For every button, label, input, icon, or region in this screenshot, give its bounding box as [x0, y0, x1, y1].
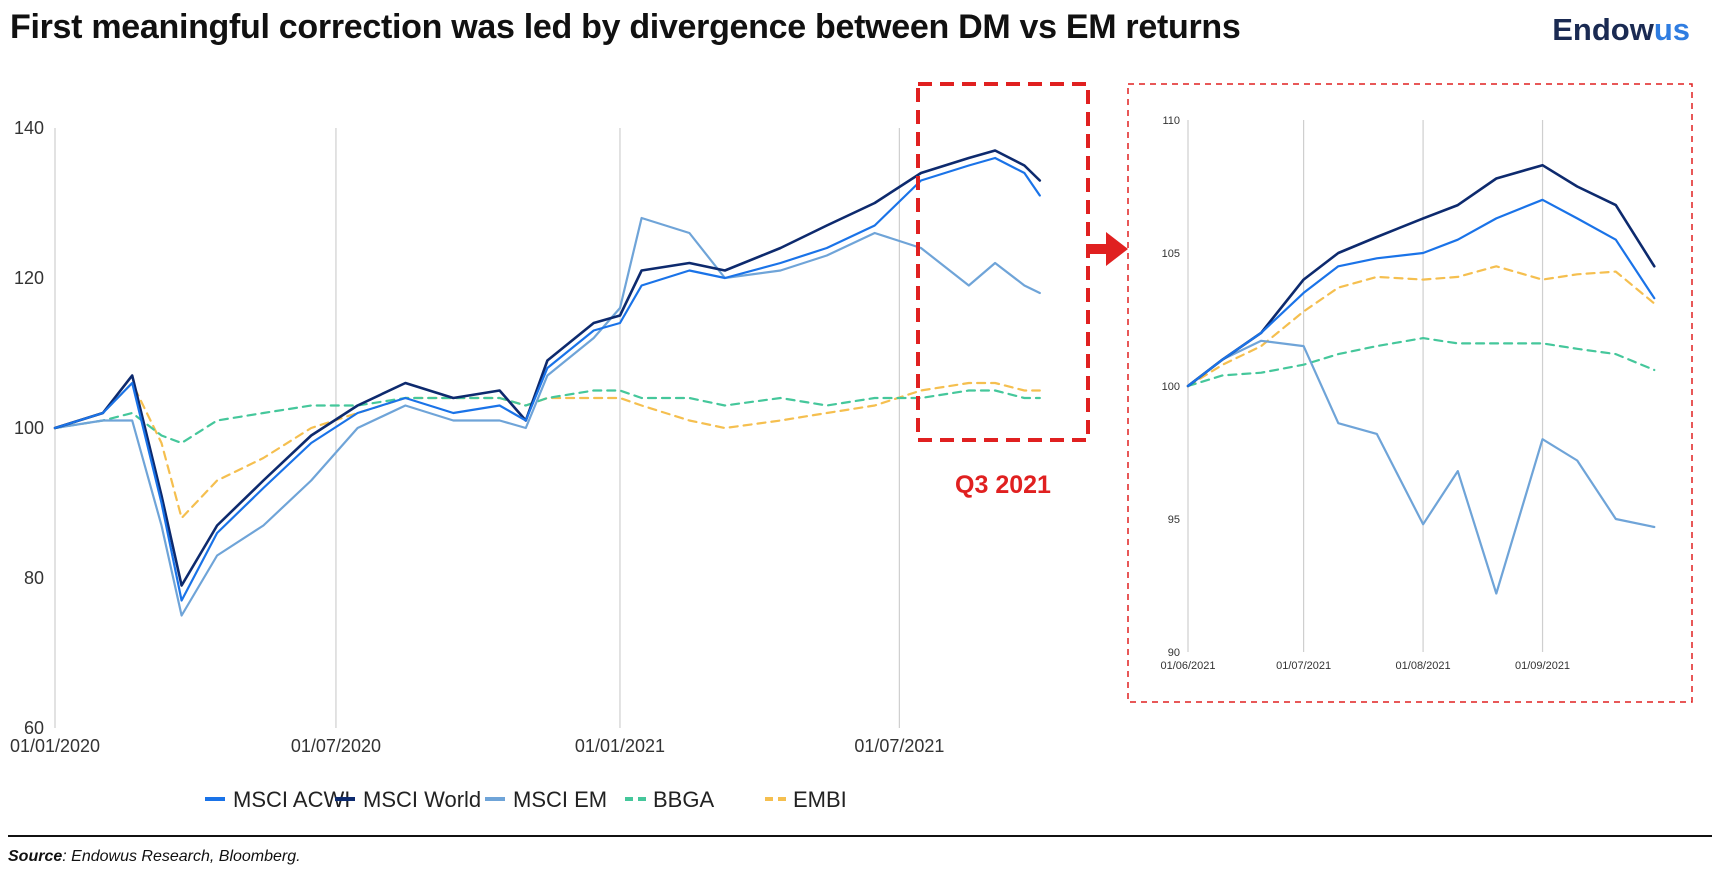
- logo-text: Endow: [1552, 12, 1654, 47]
- logo-accent-text: us: [1653, 12, 1690, 47]
- y-tick-label: 60: [24, 718, 44, 738]
- series-line-msci-acwi: [53, 156, 1041, 602]
- series-line-msci-world: [1186, 163, 1656, 388]
- inset-frame: [1127, 83, 1693, 703]
- y-tick-label: 105: [1162, 248, 1180, 260]
- legend-label: MSCI EM: [513, 787, 607, 812]
- inset-chart: 01/06/2021 01/07/2021 01/08/2021 01/09/2021…: [1160, 115, 1656, 672]
- endowus-logo: Endowus: [1552, 12, 1690, 48]
- source-text: : Endowus Research, Bloomberg.: [62, 848, 301, 865]
- y-tick-label: 140: [14, 118, 44, 138]
- x-tick-label: 01/07/2021: [1276, 660, 1331, 672]
- x-tick-label: 01/01/2020: [10, 736, 100, 756]
- chart-title: First meaningful correction was led by d…: [10, 8, 1241, 46]
- x-tick-label: 01/01/2021: [575, 736, 665, 756]
- series-line-bbga: [1186, 337, 1656, 388]
- x-tick-label: 01/09/2021: [1515, 660, 1570, 672]
- series-line-msci-world: [53, 149, 1042, 587]
- legend-label: BBGA: [653, 787, 714, 812]
- series-line-msci-em: [53, 216, 1041, 617]
- main-chart: 01/01/2020 01/07/2020 01/01/2021 01/07/2021…: [10, 118, 1042, 756]
- series-line-bbga: [53, 389, 1041, 445]
- y-tick-label: 100: [14, 418, 44, 438]
- y-tick-label: 80: [24, 568, 44, 588]
- series-line-embi: [1186, 265, 1656, 388]
- x-tick-label: 01/08/2021: [1396, 660, 1451, 672]
- source-label: Source: [8, 848, 63, 865]
- y-tick-label: 120: [14, 268, 44, 288]
- x-tick-label: 01/07/2020: [291, 736, 381, 756]
- legend-label: MSCI World: [363, 787, 481, 812]
- series-line-msci-acwi: [1186, 198, 1656, 388]
- legend-label: MSCI ACWI: [233, 787, 350, 812]
- x-tick-label: 01/07/2021: [854, 736, 944, 756]
- source-note: Source: Endowus Research, Bloomberg.: [8, 848, 301, 866]
- y-tick-label: 110: [1162, 115, 1180, 127]
- legend-label: EMBI: [793, 787, 847, 812]
- y-tick-label: 100: [1162, 381, 1180, 393]
- q3-label: Q3 2021: [955, 471, 1051, 499]
- x-tick-label: 01/06/2021: [1160, 660, 1215, 672]
- y-tick-label: 95: [1168, 514, 1180, 526]
- series-line-embi: [53, 381, 1041, 520]
- y-tick-label: 90: [1168, 647, 1180, 659]
- arrow-icon: [1088, 232, 1128, 266]
- series-line-msci-em: [1186, 339, 1656, 595]
- legend: MSCI ACWI MSCI World MSCI EM BBGA EMBI: [205, 787, 847, 812]
